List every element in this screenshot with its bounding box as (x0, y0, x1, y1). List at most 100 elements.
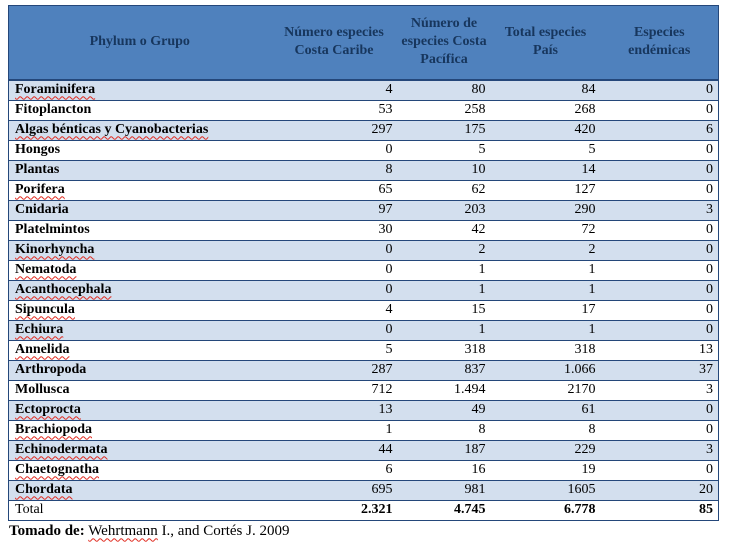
table-body: Foraminifera 4 80 84 0 Fitoplancton 53 258 268 0 A… (8, 79, 719, 501)
count-cell-caribe: 0 (270, 260, 398, 281)
count-cell-endemicas: 0 (600, 460, 719, 481)
count-cell-caribe: 44 (270, 440, 398, 461)
count-cell-total: 2 (490, 240, 601, 261)
count-cell-endemicas: 0 (600, 260, 719, 281)
count-cell-endemicas: 20 (600, 480, 719, 501)
count-cell-endemicas: 0 (600, 160, 719, 181)
count-cell-pacifica: 42 (397, 220, 491, 241)
count-cell-total: 318 (490, 340, 601, 361)
source-note-rest: I., and Cortés J. 2009 (161, 522, 290, 539)
phylum-name: Brachiopoda (15, 421, 93, 437)
count-cell-endemicas: 0 (600, 100, 719, 121)
phylum-name-cell: Cnidaria (8, 200, 271, 221)
document-page: Phylum o Grupo Número especies Costa Car… (8, 5, 735, 540)
count-cell-total: 1605 (490, 480, 601, 501)
phylum-name: Echinodermata (15, 441, 108, 457)
count-cell-pacifica: 1.494 (397, 380, 491, 401)
count-cell-total: 1 (490, 260, 601, 281)
phylum-name: Arthropoda (15, 361, 87, 377)
table-row: Brachiopoda 1 8 8 0 (8, 420, 719, 441)
count-cell-caribe: 4 (270, 79, 398, 101)
table-row: Arthropoda 287 837 1.066 37 (8, 360, 719, 381)
count-cell-caribe: 30 (270, 220, 398, 241)
count-cell-endemicas: 0 (600, 240, 719, 261)
table-row: Hongos 0 5 5 0 (8, 140, 719, 161)
count-cell-caribe: 65 (270, 180, 398, 201)
count-cell-caribe: 297 (270, 120, 398, 141)
phylum-name: Ectoprocta (15, 401, 81, 417)
count-cell-total: 19 (490, 460, 601, 481)
phylum-name: Sipuncula (15, 301, 75, 317)
source-note: Tomado de: Wehrtmann I., and Cortés J. 2… (9, 523, 735, 540)
count-cell-caribe: 53 (270, 100, 398, 121)
total-pacifica: 4.745 (397, 500, 491, 521)
count-cell-total: 1 (490, 320, 601, 341)
source-note-author: Wehrtmann (88, 522, 158, 539)
count-cell-total: 5 (490, 140, 601, 161)
count-cell-pacifica: 258 (397, 100, 491, 121)
phylum-name-cell: Chordata (8, 480, 271, 501)
phylum-name-cell: Kinorhyncha (8, 240, 271, 261)
count-cell-endemicas: 0 (600, 320, 719, 341)
phylum-name-cell: Foraminifera (8, 79, 271, 101)
count-cell-pacifica: 16 (397, 460, 491, 481)
phylum-name: Mollusca (15, 381, 70, 397)
phylum-name: Porifera (15, 181, 65, 197)
count-cell-pacifica: 837 (397, 360, 491, 381)
count-cell-caribe: 695 (270, 480, 398, 501)
total-caribe: 2.321 (270, 500, 398, 521)
count-cell-caribe: 13 (270, 400, 398, 421)
table-row: Sipuncula 4 15 17 0 (8, 300, 719, 321)
phylum-name-cell: Hongos (8, 140, 271, 161)
total-row: Total 2.321 4.745 6.778 85 (8, 500, 719, 521)
phylum-name-cell: Brachiopoda (8, 420, 271, 441)
count-cell-caribe: 8 (270, 160, 398, 181)
count-cell-total: 14 (490, 160, 601, 181)
count-cell-caribe: 0 (270, 240, 398, 261)
column-header-pacifica: Número de especies Costa Pacífica (397, 5, 491, 81)
count-cell-caribe: 712 (270, 380, 398, 401)
table-row: Mollusca 712 1.494 2170 3 (8, 380, 719, 401)
count-cell-total: 17 (490, 300, 601, 321)
phylum-name: Kinorhyncha (15, 241, 95, 257)
phylum-name-cell: Algas bénticas y Cyanobacterias (8, 120, 271, 141)
count-cell-caribe: 6 (270, 460, 398, 481)
table-footer: Total 2.321 4.745 6.778 85 (8, 500, 719, 521)
table-row: Ectoprocta 13 49 61 0 (8, 400, 719, 421)
table-row: Platelmintos 30 42 72 0 (8, 220, 719, 241)
count-cell-total: 8 (490, 420, 601, 441)
table-row: Echiura 0 1 1 0 (8, 320, 719, 341)
column-header-total-pais: Total especies País (490, 5, 601, 81)
phylum-name-cell: Mollusca (8, 380, 271, 401)
table-row: Cnidaria 97 203 290 3 (8, 200, 719, 221)
count-cell-endemicas: 6 (600, 120, 719, 141)
phylum-name: Cnidaria (15, 201, 69, 217)
phylum-name: Plantas (15, 161, 60, 177)
count-cell-endemicas: 3 (600, 380, 719, 401)
phylum-name: Chaetognatha (15, 461, 100, 477)
species-table: Phylum o Grupo Número especies Costa Car… (8, 5, 719, 521)
column-header-caribe: Número especies Costa Caribe (270, 5, 398, 81)
table-row: Chaetognatha 6 16 19 0 (8, 460, 719, 481)
count-cell-caribe: 1 (270, 420, 398, 441)
count-cell-pacifica: 203 (397, 200, 491, 221)
count-cell-pacifica: 80 (397, 79, 491, 101)
count-cell-endemicas: 0 (600, 420, 719, 441)
count-cell-pacifica: 8 (397, 420, 491, 441)
table-row: Porifera 65 62 127 0 (8, 180, 719, 201)
count-cell-pacifica: 2 (397, 240, 491, 261)
phylum-name-cell: Chaetognatha (8, 460, 271, 481)
count-cell-endemicas: 37 (600, 360, 719, 381)
count-cell-pacifica: 15 (397, 300, 491, 321)
phylum-name: Echiura (15, 321, 64, 337)
count-cell-total: 290 (490, 200, 601, 221)
count-cell-endemicas: 0 (600, 220, 719, 241)
count-cell-total: 420 (490, 120, 601, 141)
table-row: Fitoplancton 53 258 268 0 (8, 100, 719, 121)
total-pais: 6.778 (490, 500, 601, 521)
count-cell-caribe: 5 (270, 340, 398, 361)
count-cell-pacifica: 62 (397, 180, 491, 201)
phylum-name: Foraminifera (15, 81, 96, 97)
count-cell-caribe: 287 (270, 360, 398, 381)
count-cell-total: 1 (490, 280, 601, 301)
